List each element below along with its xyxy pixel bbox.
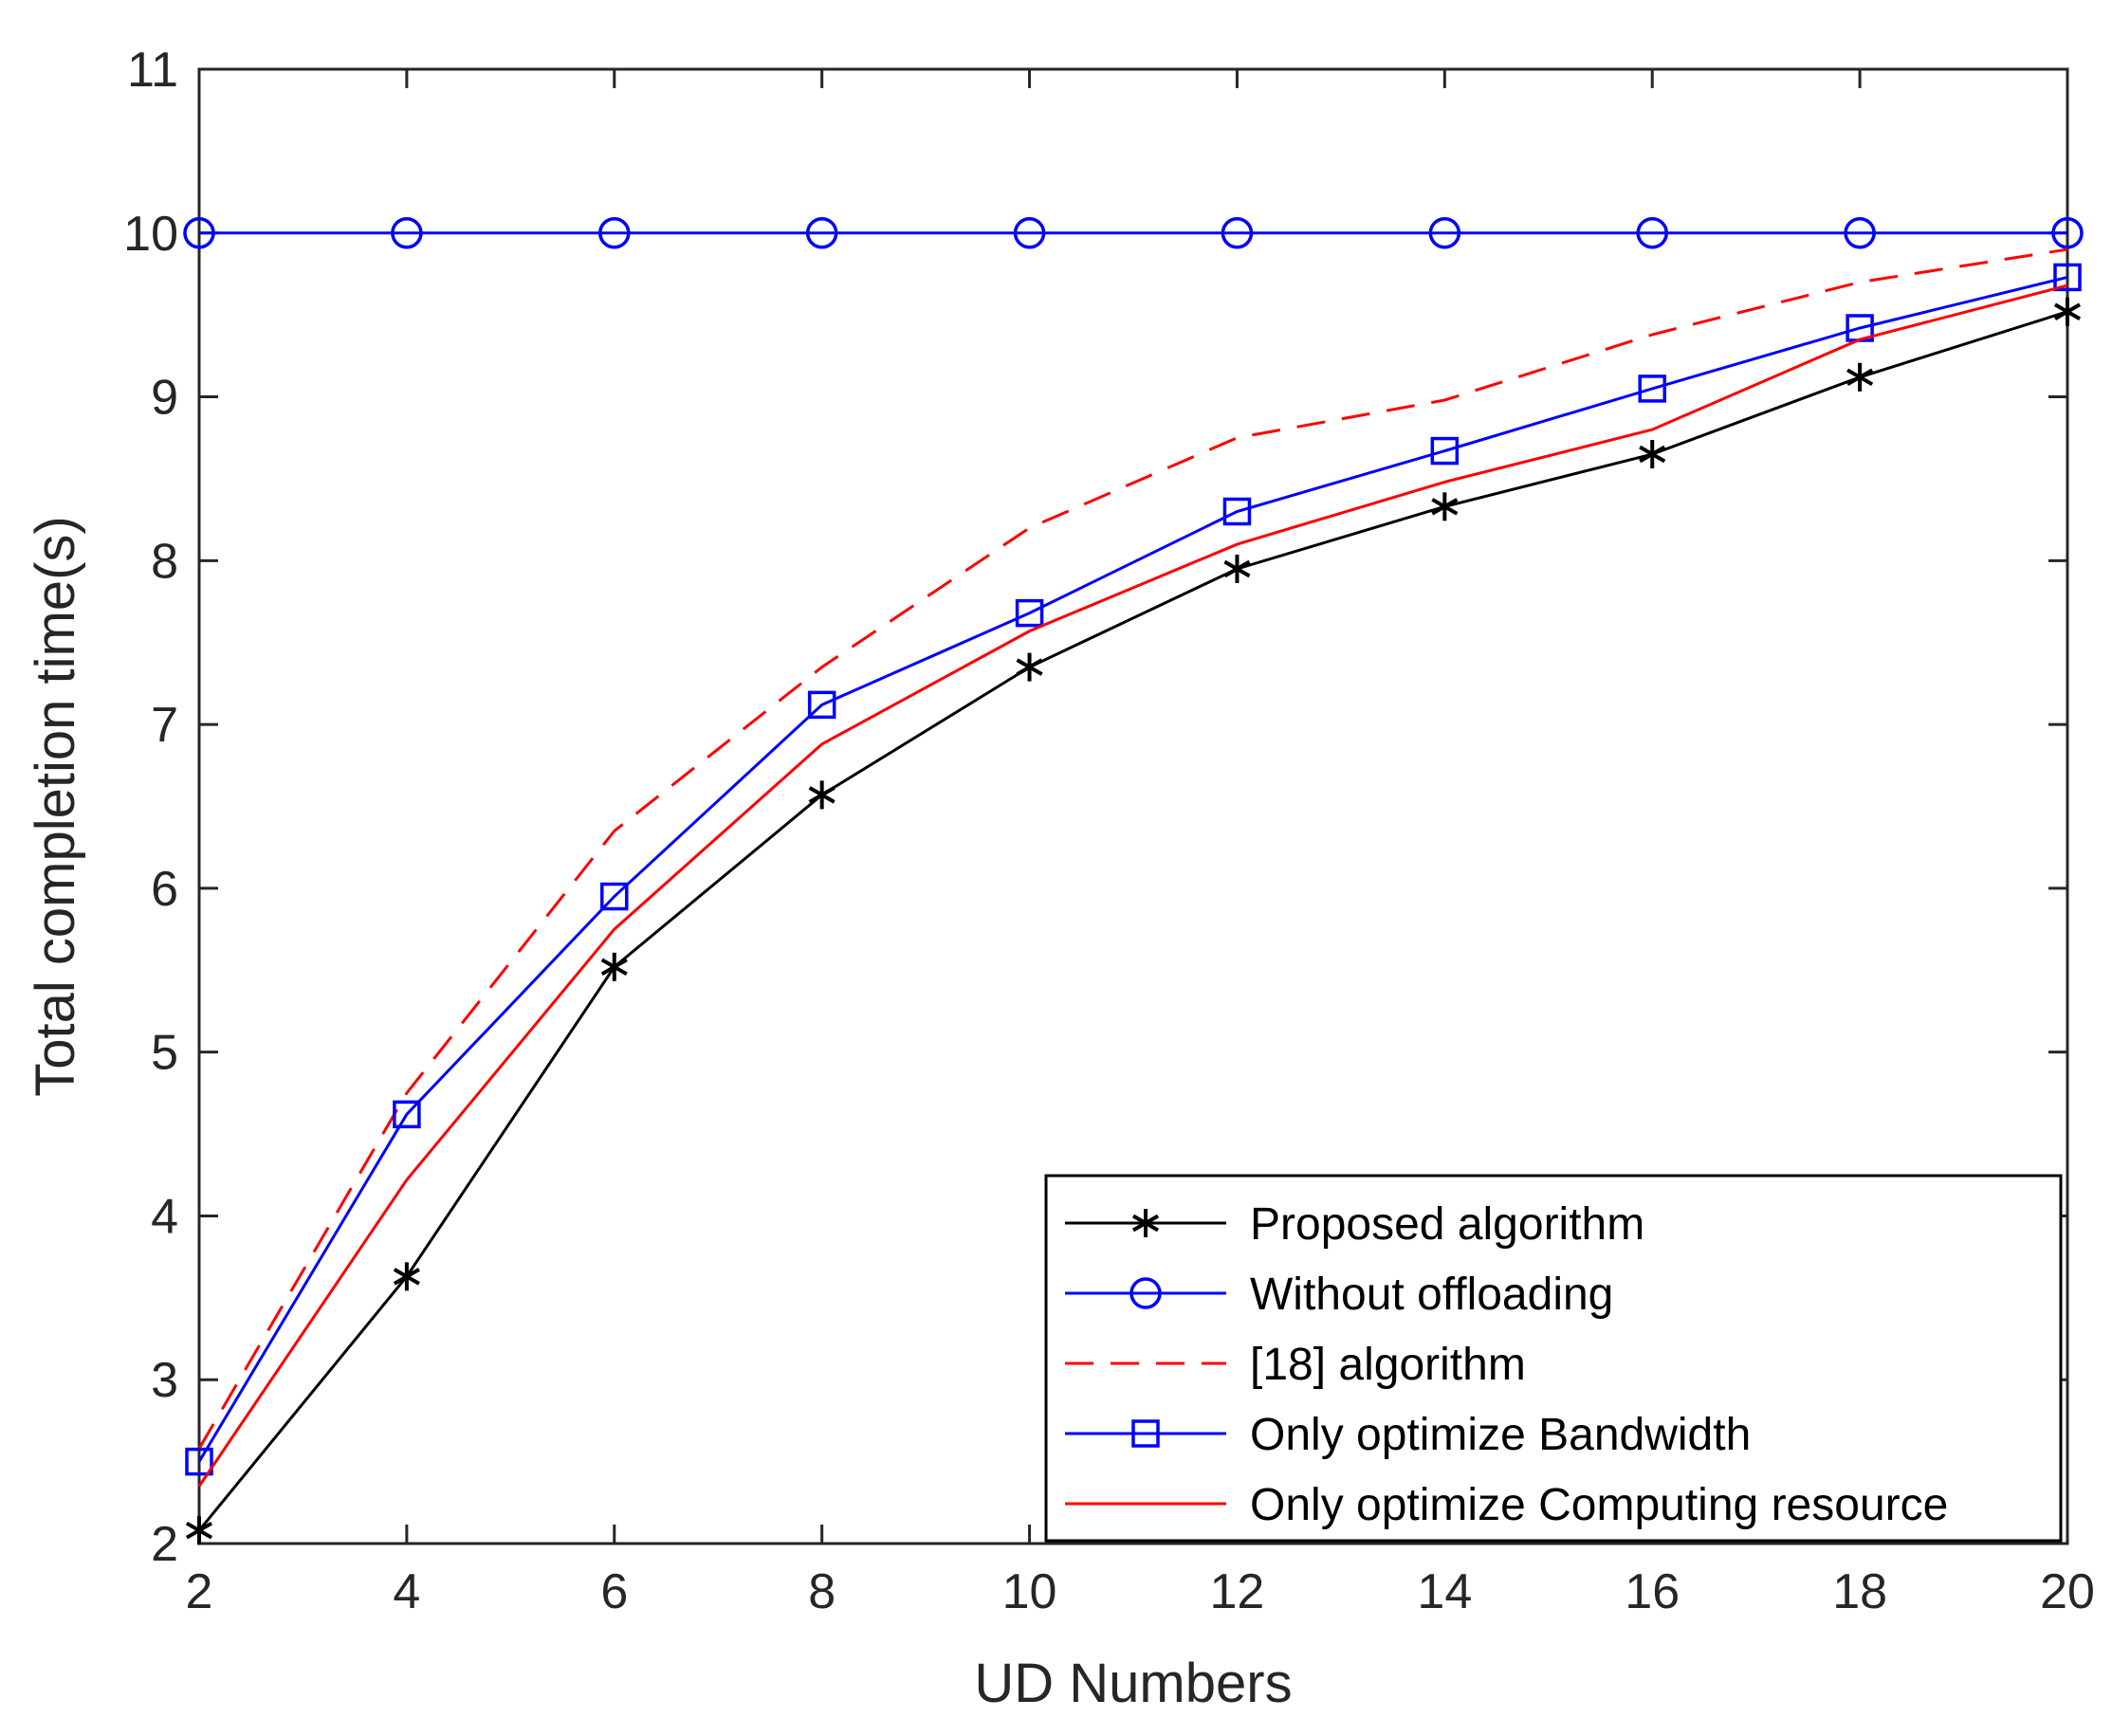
x-tick-label: 4 [393, 1564, 420, 1619]
data-point [1430, 436, 1460, 466]
y-tick-label: 6 [151, 862, 178, 917]
y-tick-label: 10 [123, 207, 178, 262]
x-tick-label: 2 [186, 1564, 213, 1619]
x-tick-label: 20 [2040, 1564, 2095, 1619]
data-point [1431, 492, 1459, 521]
y-tick-label: 3 [151, 1353, 178, 1408]
data-point [393, 1100, 421, 1129]
data-point [1428, 217, 1461, 249]
series-5 [197, 283, 2068, 1488]
legend-box [1044, 1174, 2063, 1543]
series-1 [185, 297, 2082, 1545]
legend-label: Only optimize Bandwidth [1250, 1410, 1751, 1460]
y-tick-label: 8 [151, 534, 178, 589]
data-point [808, 780, 836, 810]
asterisk-stroke [185, 1521, 213, 1540]
y-tick-label: 5 [151, 1026, 178, 1081]
series-line [197, 247, 2068, 1450]
data-point [1016, 652, 1043, 682]
legend-label: Without offloading [1250, 1270, 1613, 1320]
data-point [1013, 217, 1046, 249]
y-tick-label: 7 [151, 698, 178, 753]
asterisk-stroke [1131, 1214, 1160, 1233]
x-tick-label: 18 [1832, 1564, 1887, 1619]
data-point [805, 217, 838, 249]
x-tick-label: 12 [1210, 1564, 1265, 1619]
series-layer [183, 217, 2084, 1545]
series-line [197, 275, 2068, 1463]
legend-marker [1129, 1277, 1162, 1309]
data-point [2051, 217, 2084, 249]
data-point [600, 882, 629, 911]
asterisk-stroke [1431, 498, 1459, 516]
data-point [600, 952, 628, 981]
data-point [807, 690, 836, 720]
data-point [2053, 297, 2082, 326]
series-line [197, 310, 2068, 1532]
x-tick-label: 6 [600, 1564, 628, 1619]
x-tick-label: 8 [808, 1564, 836, 1619]
data-point [183, 217, 215, 249]
data-point [1636, 217, 1668, 249]
asterisk-stroke [393, 1268, 420, 1286]
data-point [1015, 598, 1044, 628]
y-tick-label: 2 [151, 1517, 178, 1572]
asterisk-stroke [1016, 658, 1043, 676]
y-tick-label: 9 [151, 371, 178, 426]
series-line [197, 283, 2068, 1488]
asterisk-stroke [1639, 445, 1666, 464]
asterisk-stroke [2053, 302, 2082, 320]
asterisk-stroke [1846, 368, 1874, 387]
x-tick-label: 14 [1417, 1564, 1472, 1619]
data-point [1223, 554, 1251, 583]
data-point [393, 1262, 420, 1291]
legend: Proposed algorithm Without offloading [18]… [1044, 1174, 2063, 1543]
asterisk-stroke [808, 786, 836, 804]
x-tick-label: 16 [1625, 1564, 1680, 1619]
data-point [391, 217, 423, 249]
data-point [2053, 263, 2082, 292]
legend-label: Proposed algorithm [1250, 1199, 1644, 1250]
asterisk-stroke [1223, 559, 1251, 578]
data-point [1639, 440, 1666, 469]
x-tick-label: 10 [1002, 1564, 1057, 1619]
y-tick-label: 11 [127, 43, 178, 98]
series-3 [197, 247, 2068, 1450]
data-point [185, 1447, 213, 1476]
legend-label: [18] algorithm [1250, 1340, 1526, 1390]
legend-label: Only optimize Computing resource [1250, 1480, 1948, 1530]
data-point [1844, 217, 1876, 249]
data-point [1222, 497, 1252, 526]
legend-marker [1131, 1419, 1160, 1448]
data-point [1221, 217, 1254, 249]
y-axis-title: Total completion time(s) [25, 516, 86, 1096]
legend-marker [1131, 1209, 1160, 1237]
series-2 [183, 217, 2084, 249]
x-axis-title: UD Numbers [974, 1653, 1292, 1714]
data-point [1846, 362, 1874, 392]
y-tick-label: 4 [151, 1189, 178, 1244]
data-point [1638, 375, 1666, 403]
data-point [598, 217, 631, 249]
data-point [185, 1516, 213, 1545]
asterisk-stroke [600, 958, 628, 977]
